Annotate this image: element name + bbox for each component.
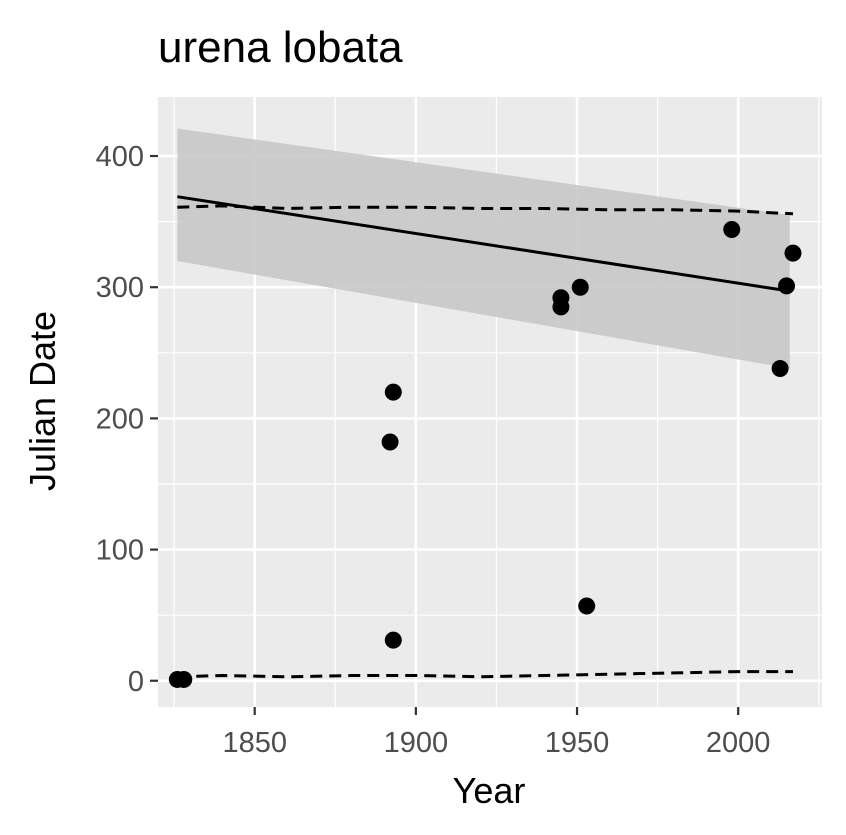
x-tick-label: 1950 [545,727,610,759]
data-point [578,597,596,615]
data-point [381,433,399,451]
data-point [552,298,570,316]
x-tick-label: 2000 [706,727,771,759]
confidence-band [177,128,790,369]
y-axis-title: Julian Date [22,311,63,491]
data-point [384,383,402,401]
lower-dashed-line [177,670,793,679]
y-tick-label: 0 [128,666,144,698]
x-tick-label: 1900 [384,727,449,759]
x-axis-title: Year [453,770,526,811]
data-point [571,278,589,296]
x-tick-label: 1850 [222,727,287,759]
chart-title: urena lobata [158,23,403,72]
dashed-bounds-layer [177,204,794,679]
points-layer [168,220,802,688]
y-tick-label: 200 [96,403,144,435]
confidence-band-layer [177,128,790,369]
y-axis-ticks: 0 100 200 300 400 [96,141,158,698]
data-point [771,360,789,378]
y-tick-label: 100 [96,535,144,567]
y-tick-label: 400 [96,141,144,173]
trend-line-layer [177,195,790,293]
y-tick-label: 300 [96,272,144,304]
x-axis-ticks: 1850 1900 1950 2000 [222,707,770,759]
data-point [384,631,402,649]
data-point [784,244,802,262]
data-point [175,670,193,688]
data-point [778,277,796,295]
upper-dashed-line [177,204,794,216]
trend-line [177,195,790,293]
data-point [723,220,741,238]
